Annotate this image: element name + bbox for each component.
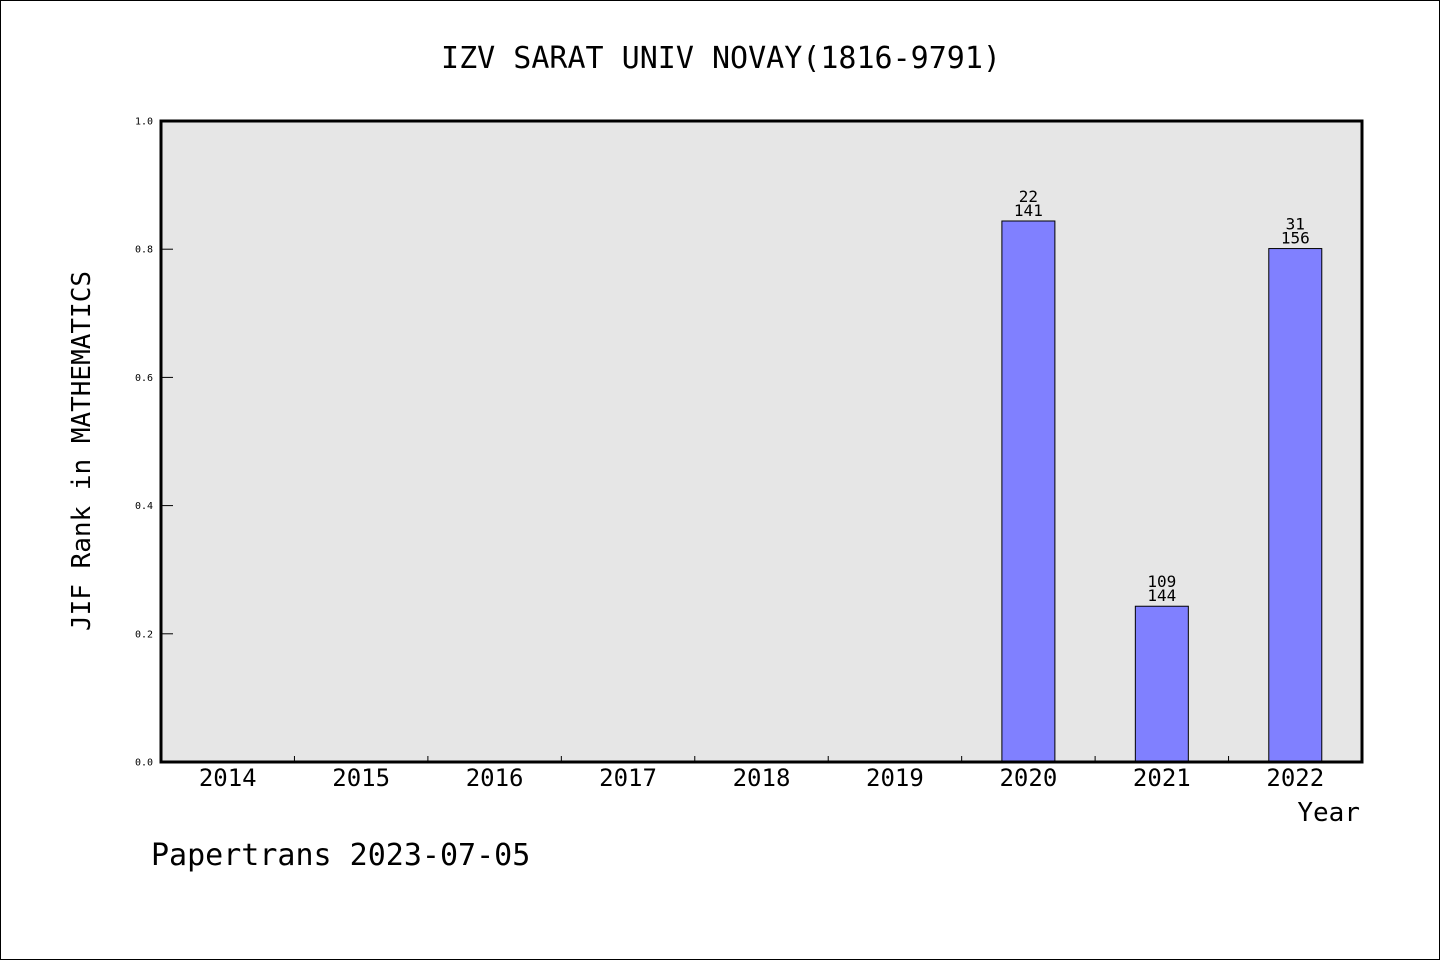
x-category-label: 2022 bbox=[1266, 764, 1324, 792]
plot-border bbox=[159, 119, 1364, 764]
x-category-label: 2015 bbox=[332, 764, 390, 792]
bar-rank-label: 109 bbox=[1147, 572, 1176, 591]
bar-rank-label: 31 bbox=[1286, 215, 1305, 234]
x-category-label: 2014 bbox=[199, 764, 257, 792]
x-category-label: 2016 bbox=[466, 764, 524, 792]
bar-rank-label: 22 bbox=[1019, 187, 1038, 206]
y-axis-label: JIF Rank in MATHEMATICS bbox=[67, 271, 97, 631]
bar-2020 bbox=[1001, 220, 1056, 763]
ticks-layer: 0.0 0.2 0.4 0.6 0.8 1.0 2014 2015 2016 2017 2018 20… bbox=[135, 117, 1324, 793]
bar-total-label: 156 bbox=[1281, 229, 1310, 248]
bar-total-label: 144 bbox=[1147, 586, 1176, 605]
chart-title: IZV SARAT UNIV NOVAY(1816-9791) bbox=[441, 41, 1001, 76]
x-category-label: 2019 bbox=[866, 764, 924, 792]
bar-total-label: 141 bbox=[1014, 201, 1043, 220]
x-category-label: 2020 bbox=[999, 764, 1057, 792]
bar-2021 bbox=[1134, 605, 1189, 763]
footer-watermark: Papertrans 2023-07-05 bbox=[151, 838, 530, 873]
x-category-label: 2018 bbox=[733, 764, 791, 792]
x-category-label: 2021 bbox=[1133, 764, 1191, 792]
y-tick-label: 0.6 bbox=[135, 373, 153, 384]
bar-2022 bbox=[1268, 248, 1323, 763]
y-tick-label: 0.0 bbox=[135, 758, 153, 769]
y-tick-label: 0.2 bbox=[135, 629, 153, 640]
y-tick-label: 0.8 bbox=[135, 245, 153, 256]
x-axis-label: Year bbox=[1297, 798, 1360, 828]
x-category-label: 2017 bbox=[599, 764, 657, 792]
y-tick-label: 1.0 bbox=[135, 117, 153, 128]
y-tick-label: 0.4 bbox=[135, 501, 153, 512]
